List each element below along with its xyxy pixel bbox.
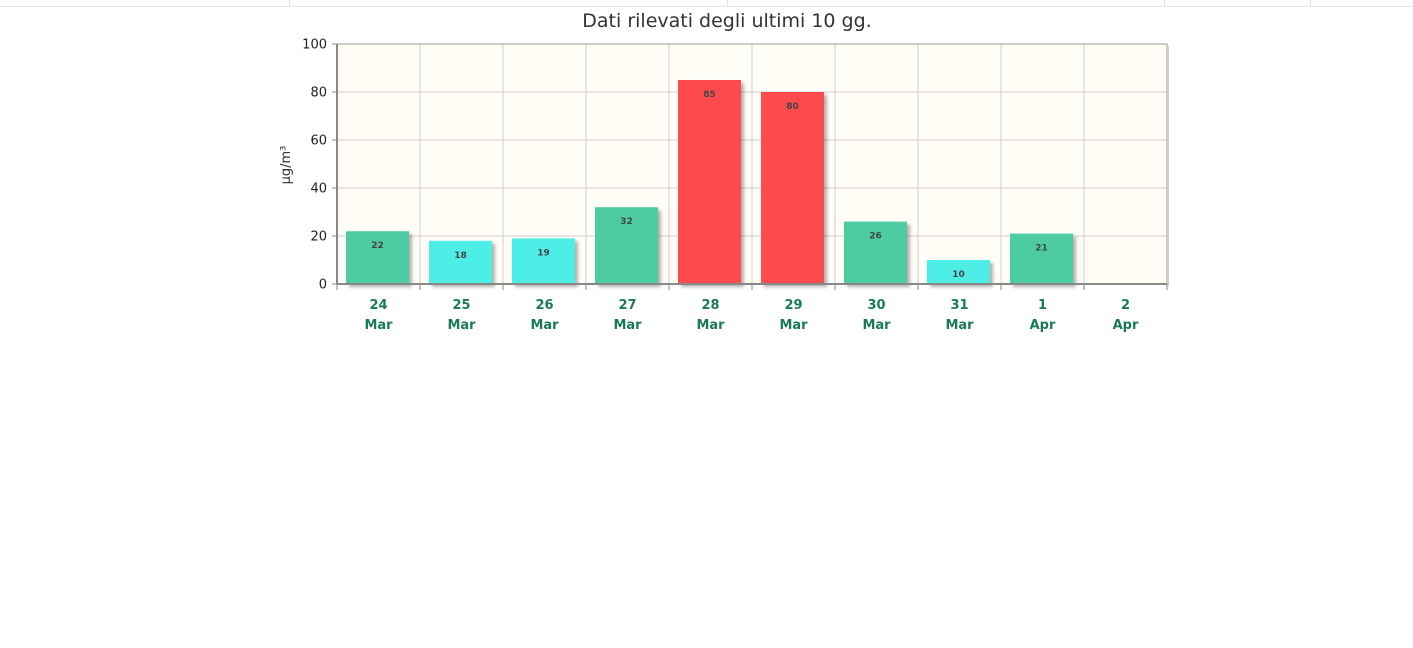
x-tick-label-month: Mar [530, 318, 559, 333]
strip-divider [1164, 0, 1165, 6]
data-label: 18 [454, 251, 467, 261]
axes: 0 20 40 60 80 100 24 Mar 25 Mar 26 Mar 27 Mar 28 Mar 29 M… [302, 38, 1169, 333]
data-label: 85 [703, 90, 716, 100]
top-strip [0, 0, 1413, 7]
bar [1010, 233, 1073, 284]
y-tick-label: 0 [319, 278, 327, 293]
x-tick-label-month: Mar [364, 318, 393, 333]
x-tick-label-day: 27 [618, 298, 636, 313]
data-label: 26 [869, 232, 882, 242]
y-tick-label: 40 [310, 182, 327, 197]
x-tick-label-month: Mar [862, 318, 891, 333]
x-tick-label-month: Mar [696, 318, 725, 333]
bar [678, 80, 741, 284]
x-tick-label-month: Mar [945, 318, 974, 333]
chart-title: Dati rilevati degli ultimi 10 gg. [582, 10, 871, 32]
x-tick-label-day: 25 [452, 298, 470, 313]
data-label: 10 [952, 270, 965, 280]
x-tick-label-month: Mar [779, 318, 808, 333]
bar [595, 207, 658, 284]
bar [346, 231, 409, 284]
x-tick-label-day: 26 [535, 298, 553, 313]
x-tick-label-month: Mar [613, 318, 642, 333]
bars: 22 18 19 32 85 80 26 10 21 [346, 80, 1073, 284]
x-tick-label-day: 1 [1038, 298, 1047, 313]
y-tick-label: 100 [302, 38, 327, 53]
y-tick-label: 80 [310, 86, 327, 101]
data-label: 21 [1035, 244, 1048, 254]
x-tick-label-day: 28 [701, 298, 719, 313]
x-tick-label-month: Apr [1113, 318, 1139, 333]
x-tick-label-month: Apr [1030, 318, 1056, 333]
x-tick-label-day: 29 [784, 298, 802, 313]
strip-divider [727, 0, 728, 6]
x-tick-label-day: 2 [1121, 298, 1130, 313]
bar [844, 221, 907, 284]
bar [761, 92, 824, 284]
data-label: 80 [786, 102, 799, 112]
bar [512, 238, 575, 284]
x-tick-label-day: 31 [950, 298, 968, 313]
strip-divider [289, 0, 290, 6]
strip-divider [1310, 0, 1311, 6]
data-label: 32 [620, 217, 633, 227]
x-tick-label-month: Mar [447, 318, 476, 333]
y-axis-label: µg/m³ [279, 146, 294, 185]
bar [927, 260, 990, 284]
data-label: 22 [371, 241, 384, 251]
x-tick-label-day: 30 [867, 298, 885, 313]
x-tick-label-day: 24 [369, 298, 387, 313]
bar [429, 240, 492, 284]
data-label: 19 [537, 248, 550, 258]
y-tick-label: 20 [310, 230, 327, 245]
y-tick-label: 60 [310, 134, 327, 149]
